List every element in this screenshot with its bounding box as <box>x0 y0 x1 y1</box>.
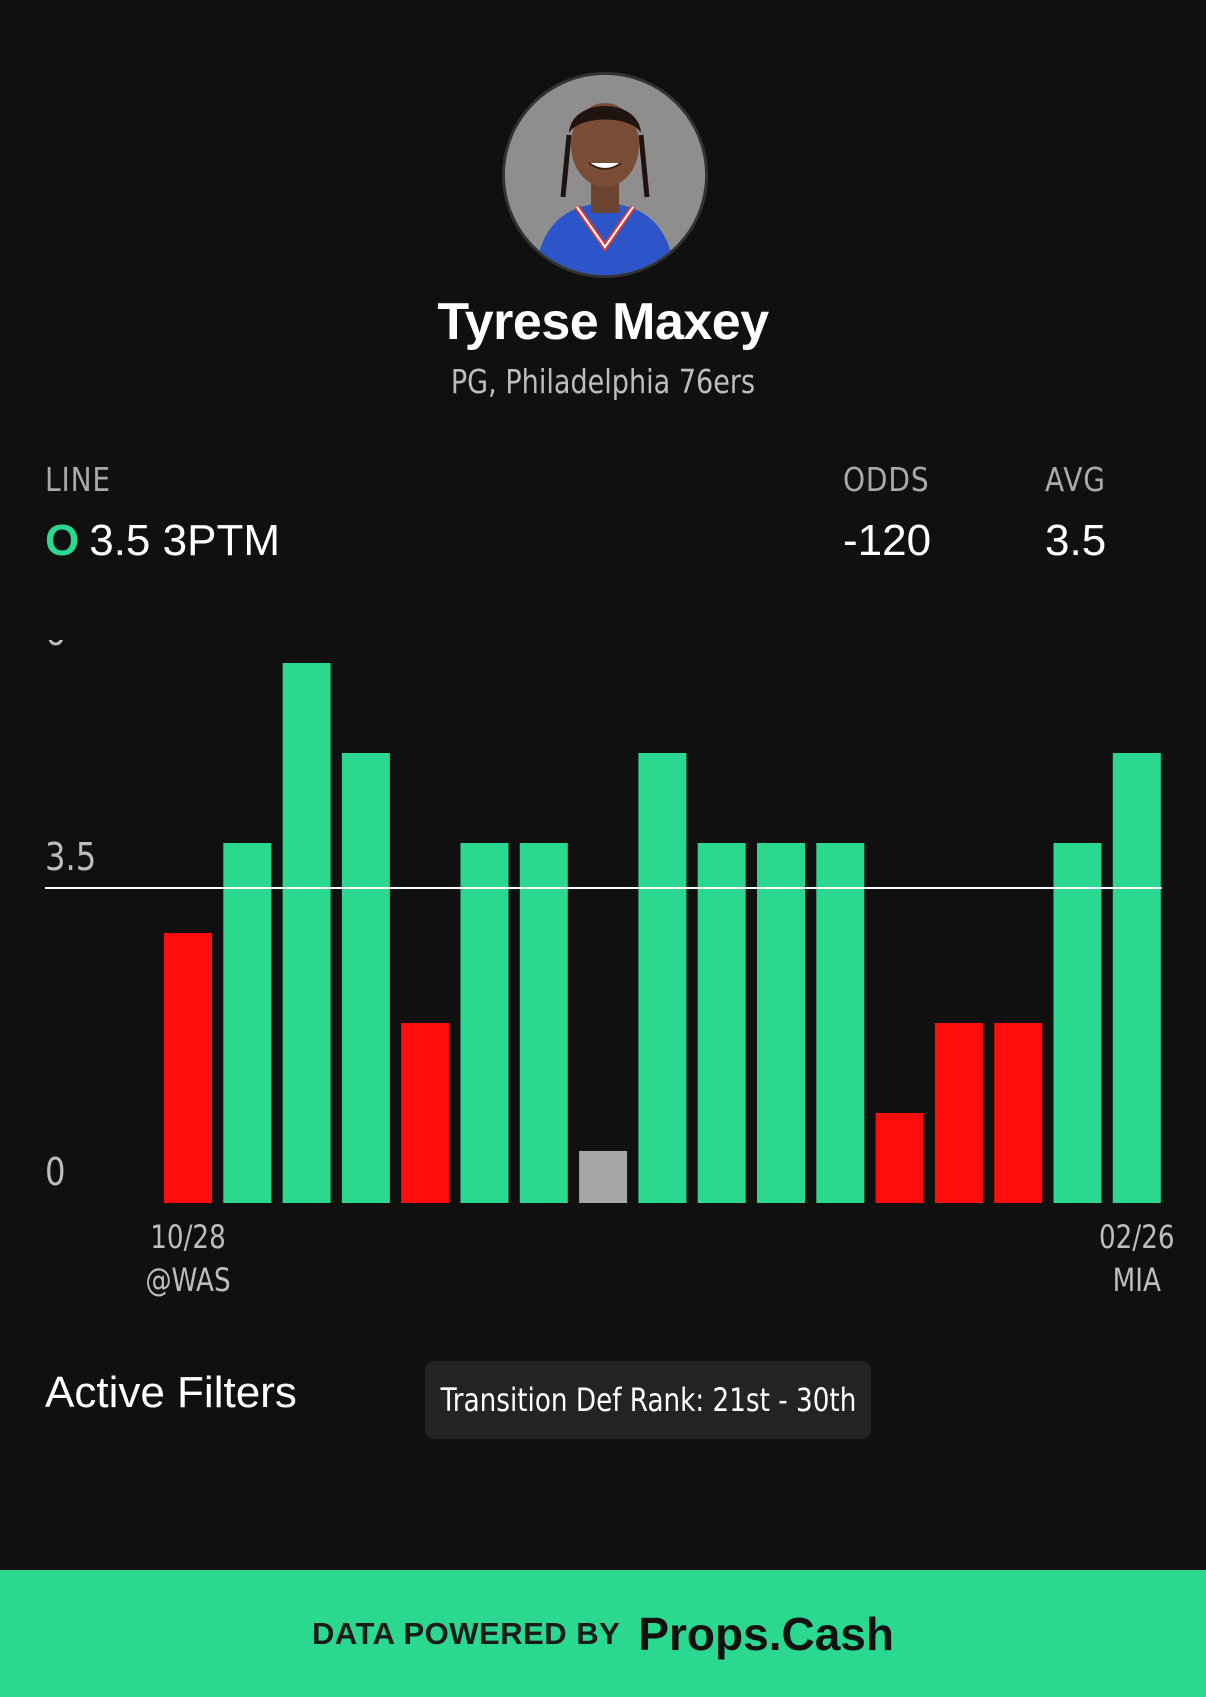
player-name: Tyrese Maxey <box>437 293 769 351</box>
bar-game-7 <box>519 843 568 1203</box>
bar-game-14 <box>934 1023 983 1203</box>
x-label-last-opponent: MIA <box>1113 1261 1161 1298</box>
bar-game-4 <box>341 753 390 1203</box>
line-label: LINE <box>45 460 112 499</box>
line-value: O 3.5 3PTM <box>45 516 280 566</box>
y-tick-label: 3.5 <box>45 836 96 880</box>
bar-game-15 <box>994 1023 1043 1203</box>
player-avatar <box>502 72 708 278</box>
over-indicator: O <box>45 516 80 565</box>
footer-prefix: DATA POWERED BY <box>312 1615 621 1651</box>
avg-label: AVG <box>1045 460 1106 499</box>
game-log-bar-chart: 6 3.5 0 10/28 @WAS 02/26 MIA <box>45 640 1175 1299</box>
filter-chip[interactable]: Transition Def Rank: 21st - 30th <box>425 1361 871 1439</box>
bar-game-1 <box>164 933 212 1203</box>
filter-chip-label: Transition Def Rank: 21st - 30th <box>440 1381 856 1419</box>
bar-game-13 <box>875 1113 924 1203</box>
bar-game-11 <box>757 843 805 1203</box>
bar-game-10 <box>697 843 746 1203</box>
footer-banner: DATA POWERED BY Props.Cash <box>0 1570 1206 1697</box>
bar-game-16 <box>1053 843 1102 1203</box>
bar-game-9 <box>638 753 687 1203</box>
bar-game-12 <box>816 843 865 1203</box>
bar-game-8 <box>579 1151 628 1203</box>
bar-game-17 <box>1112 753 1161 1203</box>
bar-game-3 <box>282 663 331 1203</box>
y-tick-label: 6 <box>45 640 66 655</box>
x-label-last-date: 02/26 <box>1099 1218 1175 1255</box>
bar-game-5 <box>401 1023 450 1203</box>
x-label-first-date: 10/28 <box>150 1218 226 1255</box>
bar-game-6 <box>460 843 509 1203</box>
x-label-first-opponent: @WAS <box>145 1261 230 1298</box>
y-tick-label: 0 <box>45 1151 66 1195</box>
bar-game-2 <box>223 843 272 1203</box>
footer-brand[interactable]: Props.Cash <box>638 1607 894 1660</box>
line-prop: 3.5 3PTM <box>89 516 280 565</box>
odds-value: -120 <box>843 516 932 565</box>
avg-value: 3.5 <box>1045 516 1107 565</box>
active-filters-title: Active Filters <box>45 1368 297 1417</box>
odds-label: ODDS <box>843 460 930 499</box>
player-position-team: PG, Philadelphia 76ers <box>450 362 756 401</box>
